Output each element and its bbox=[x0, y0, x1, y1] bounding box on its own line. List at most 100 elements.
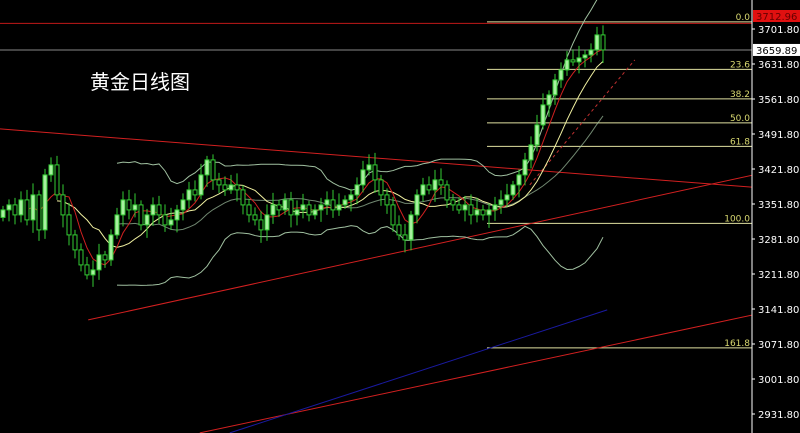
candle-body bbox=[114, 214, 120, 236]
candle-body bbox=[426, 184, 432, 191]
candle-body bbox=[522, 159, 528, 176]
candle-body bbox=[594, 34, 600, 51]
candle-body bbox=[498, 199, 504, 206]
fib-level-label: 38.2 bbox=[730, 90, 750, 100]
fib-level-label: 61.8 bbox=[730, 137, 750, 147]
candle-body bbox=[24, 199, 30, 221]
candle-body bbox=[216, 179, 222, 186]
candle-body bbox=[378, 179, 384, 196]
candle-body bbox=[36, 194, 42, 231]
candle-body bbox=[132, 204, 138, 211]
price-tick-label: 3561.80 bbox=[758, 95, 799, 106]
price-tick-label: 3071.80 bbox=[758, 340, 799, 351]
candle-body bbox=[588, 49, 594, 56]
candle-body bbox=[30, 194, 36, 221]
candle-body bbox=[492, 204, 498, 211]
candle-body bbox=[402, 234, 408, 241]
candle-body bbox=[576, 57, 582, 63]
price-tick-label: 3281.80 bbox=[758, 235, 799, 246]
candle-body bbox=[252, 214, 258, 221]
candle-body bbox=[390, 204, 396, 226]
candle-body bbox=[570, 59, 576, 63]
candle-body bbox=[204, 159, 210, 176]
candle-body bbox=[162, 214, 168, 226]
candle-body bbox=[228, 184, 234, 191]
candle-body bbox=[306, 204, 312, 216]
bollinger-upper-band bbox=[116, 0, 598, 191]
candle-body bbox=[384, 194, 390, 206]
candle-body bbox=[546, 94, 552, 106]
candle-body bbox=[396, 224, 402, 236]
candle-body bbox=[444, 184, 450, 201]
price-tick-label: 3351.80 bbox=[758, 200, 799, 211]
candle-body bbox=[336, 204, 342, 211]
candle-body bbox=[294, 209, 300, 216]
candle-body bbox=[450, 199, 456, 206]
trendline bbox=[229, 309, 608, 433]
candle-body bbox=[258, 219, 264, 231]
candle-body bbox=[192, 189, 198, 196]
fib-level-label: 23.6 bbox=[730, 60, 750, 70]
candle-body bbox=[564, 59, 570, 71]
candle-body bbox=[534, 124, 540, 146]
candle-body bbox=[282, 199, 288, 211]
candle-body bbox=[54, 164, 60, 196]
candle-body bbox=[6, 204, 12, 211]
candle-body bbox=[516, 174, 522, 186]
candle-body bbox=[558, 69, 564, 81]
candle-body bbox=[174, 209, 180, 221]
candle-body bbox=[198, 174, 204, 196]
candle-body bbox=[246, 204, 252, 216]
price-tick-label: 3631.80 bbox=[758, 60, 799, 71]
price-tick-label: 3001.80 bbox=[758, 375, 799, 386]
candle-body bbox=[234, 184, 240, 191]
candle-body bbox=[528, 144, 534, 161]
candle-body bbox=[276, 204, 282, 211]
candle-body bbox=[354, 184, 360, 196]
candle-body bbox=[324, 199, 330, 206]
chart-title: 黄金日线图 bbox=[90, 70, 190, 94]
candle-body bbox=[264, 214, 270, 231]
candle-body bbox=[300, 204, 306, 211]
candle-body bbox=[48, 164, 54, 176]
candle-body bbox=[414, 194, 420, 216]
candle-body bbox=[90, 269, 96, 276]
candle-body bbox=[480, 209, 486, 216]
candle-body bbox=[78, 249, 84, 266]
candle-body bbox=[474, 209, 480, 216]
candle-body bbox=[318, 204, 324, 211]
candle-body bbox=[270, 204, 276, 216]
candle-body bbox=[150, 204, 156, 216]
fib-level-label: 161.8 bbox=[724, 339, 750, 349]
price-tick-label: 3701.80 bbox=[758, 25, 799, 36]
candle-body bbox=[342, 199, 348, 206]
candle-body bbox=[420, 184, 426, 196]
candle-body bbox=[12, 204, 18, 216]
fib-level-label: 100.0 bbox=[724, 214, 750, 224]
candle-body bbox=[510, 184, 516, 196]
high-price-label: 3712.96 bbox=[756, 12, 797, 23]
candle-body bbox=[84, 264, 90, 276]
candle-body bbox=[240, 189, 246, 206]
candle-body bbox=[18, 199, 24, 216]
price-tick-label: 2931.80 bbox=[758, 410, 799, 421]
candle-body bbox=[366, 164, 372, 171]
high-price-badge bbox=[753, 10, 800, 22]
candle-body bbox=[540, 104, 546, 126]
candle-body bbox=[156, 204, 162, 216]
trendline bbox=[0, 128, 800, 192]
candle-body bbox=[288, 199, 294, 216]
candle-body bbox=[138, 204, 144, 226]
candle-body bbox=[180, 199, 186, 211]
candle-body bbox=[120, 199, 126, 216]
candle-body bbox=[432, 179, 438, 191]
candle-body bbox=[486, 209, 492, 216]
candle-body bbox=[348, 194, 354, 201]
candle-body bbox=[408, 214, 414, 241]
candle-body bbox=[102, 254, 108, 261]
candle-body bbox=[504, 194, 510, 201]
fib-level-label: 50.0 bbox=[730, 114, 750, 124]
candle-body bbox=[582, 54, 588, 59]
price-tick-label: 3141.80 bbox=[758, 305, 799, 316]
